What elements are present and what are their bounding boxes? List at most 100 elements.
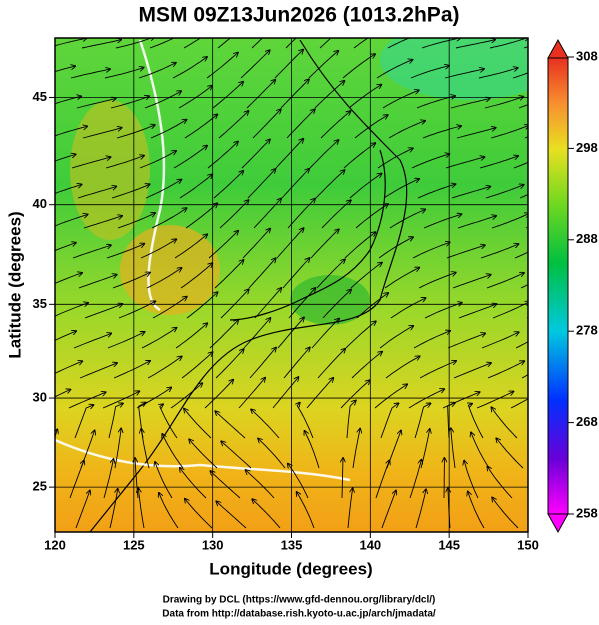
streamline [144,91,181,109]
streamline [146,268,182,289]
streamline [184,115,217,139]
streamline [305,431,320,469]
y-axis-label: Latitude (degrees) [5,211,24,358]
streamline [251,38,264,49]
streamline [342,458,343,499]
streamline [179,174,212,199]
streamline [217,38,231,49]
streamline [242,229,270,259]
streamline [456,128,496,139]
streamline [42,489,51,528]
streamline [450,98,490,109]
streamline [162,434,184,469]
streamline [147,357,182,379]
y-tick-label: 35 [33,296,47,311]
streamline [253,199,281,229]
streamline [320,111,351,139]
streamline [283,347,310,379]
x-tick-label: 140 [359,537,381,552]
streamline [464,461,479,499]
streamline [314,81,344,109]
streamline [353,38,369,49]
streamline [112,273,150,289]
streamline [149,38,175,49]
streamline [317,349,345,379]
streamline [160,404,178,439]
streamline [492,498,519,529]
streamline [385,356,420,379]
streamline [468,492,485,529]
streamline [215,411,246,439]
streamline [241,139,270,169]
credit: Data from http://database.rish.kyoto-u.a… [162,609,436,620]
streamline [414,403,431,439]
streamline [272,377,298,409]
streamline [212,82,243,109]
streamline [139,151,176,169]
streamline [496,438,524,469]
streamline [141,429,150,469]
streamline [246,470,275,499]
streamline [172,57,207,79]
streamline [280,79,309,109]
streamline [204,380,233,409]
streamline [140,239,176,259]
streamline [412,242,450,259]
colorbar-tick-label: 298 [576,140,598,155]
x-axis-label: Longitude (degrees) [209,559,372,578]
streamline [491,213,528,229]
streamline [389,209,425,229]
streamline [513,161,528,169]
streamline [76,98,116,109]
streamline [55,154,76,162]
colorbar-tick-label: 268 [576,414,598,429]
streamline [342,54,375,79]
streamline [424,303,462,319]
streamline [108,403,123,439]
streamline [82,128,122,139]
streamline [102,391,139,409]
streamline [159,493,179,529]
colorbar-max-arrow [547,38,569,59]
streamline [258,439,286,469]
streamline [519,194,528,199]
streamline [55,243,76,252]
streamline [418,273,456,289]
streamline [388,121,425,139]
streamline [481,332,519,349]
streamline [374,384,407,409]
streamline [451,187,490,199]
streamline [41,403,54,438]
streamline [240,50,270,79]
streamline [484,97,523,109]
streamline [276,228,304,259]
streamline [210,471,241,499]
streamline [457,216,496,229]
streamline [380,403,399,439]
streamline [115,38,154,49]
streamline [319,38,332,49]
streamline [512,72,528,79]
streamline [490,125,528,139]
streamline [55,66,75,73]
streamline [74,405,94,439]
streamline [479,156,518,169]
streamline [78,275,117,289]
streamline [340,380,370,409]
x-tick-label: 135 [281,537,303,552]
streamline [410,66,449,79]
streamline [351,352,382,379]
streamline [170,383,202,409]
streamline [81,40,121,49]
streamline [452,275,491,289]
streamline [348,85,381,109]
streamline [116,125,155,139]
streamline [458,304,497,319]
streamline [390,298,426,319]
streamline [346,401,356,439]
streamline [447,333,485,349]
streamline [347,488,353,529]
streamline [55,390,70,398]
y-tick-label: 30 [33,389,47,404]
streamline [355,204,388,229]
